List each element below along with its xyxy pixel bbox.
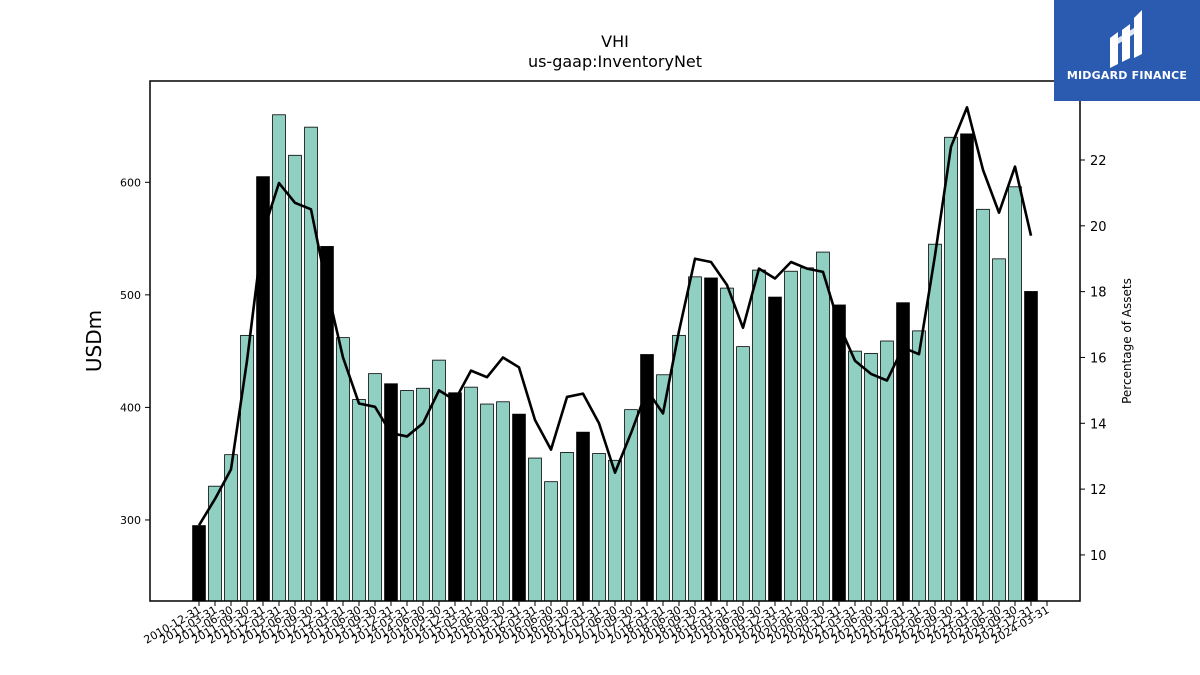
bar [816, 251, 830, 602]
bar [544, 481, 558, 602]
bar [704, 277, 718, 602]
bar [928, 243, 942, 602]
bar [720, 287, 734, 602]
bar [528, 457, 542, 602]
y-right-tick-label: 12 [1090, 483, 1107, 498]
y-axis-right-label: Percentage of Assets [1120, 278, 1134, 404]
midgard-finance-logo: MIDGARD FINANCE [1054, 0, 1200, 101]
y-tick-label: 600 [120, 176, 141, 189]
series-line [197, 106, 1033, 526]
bar [592, 453, 606, 602]
bar [768, 296, 782, 602]
bar [832, 304, 846, 602]
bar [576, 431, 590, 602]
bar [800, 267, 814, 602]
bar [784, 270, 798, 602]
bar [848, 350, 862, 602]
bar [960, 133, 974, 602]
bar [1008, 186, 1022, 602]
bar [288, 154, 302, 602]
logo-text: MIDGARD FINANCE [1066, 69, 1188, 82]
bar [944, 136, 958, 602]
y-tick-label: 300 [120, 514, 141, 527]
bar [736, 346, 750, 602]
y-right-tick-label: 18 [1090, 286, 1107, 301]
y-right-tick-label: 20 [1090, 220, 1107, 235]
chart-subtitle: us-gaap:InventoryNet [527, 52, 703, 71]
bar [304, 126, 318, 602]
bar [976, 208, 990, 602]
bar [752, 269, 766, 602]
y-tick-label: 500 [120, 289, 141, 302]
bar [864, 352, 878, 602]
bar [624, 409, 638, 602]
bar [464, 386, 478, 602]
y-axis-label: USDm [82, 310, 106, 372]
bar [320, 246, 334, 602]
y-right-tick-label: 16 [1090, 351, 1107, 366]
bar [240, 334, 254, 602]
bar [480, 403, 494, 602]
bar [512, 413, 526, 602]
y-tick-label: 400 [120, 401, 141, 414]
bar [192, 525, 206, 602]
y-right-tick-label: 22 [1090, 154, 1107, 169]
y-right-tick-label: 14 [1090, 417, 1107, 432]
bar [608, 459, 622, 602]
bar [400, 390, 414, 602]
bar [336, 337, 350, 602]
chart-title: VHI [601, 32, 629, 51]
bar [688, 276, 702, 602]
bar [384, 383, 398, 602]
bar [672, 334, 686, 602]
y-right-tick-label: 10 [1090, 549, 1107, 564]
bar [432, 359, 446, 602]
bar [496, 401, 510, 602]
bar [416, 387, 430, 602]
bar [448, 392, 462, 602]
bar [992, 258, 1006, 602]
logo-mark-icon [1110, 10, 1142, 68]
bar [352, 399, 366, 602]
bar [912, 330, 926, 602]
bar [208, 485, 222, 602]
bar [1024, 291, 1038, 602]
bar [560, 452, 574, 602]
